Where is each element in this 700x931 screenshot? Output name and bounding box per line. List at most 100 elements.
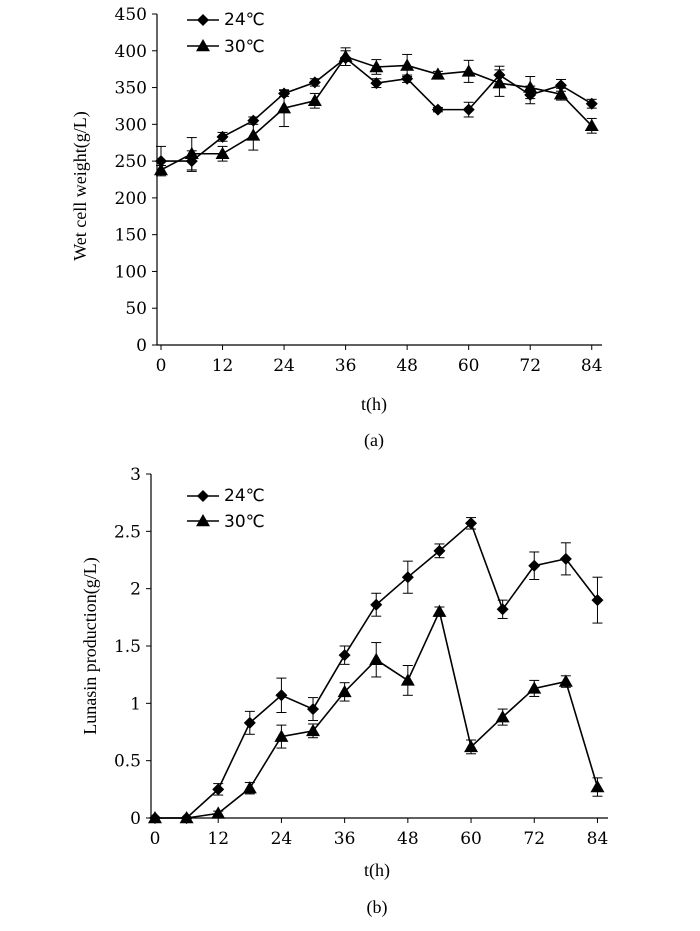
chart-a-y-tick-label: 300: [115, 115, 147, 135]
chart-b-y-tick-label: 2: [130, 580, 141, 600]
chart-a-point: [400, 58, 415, 71]
chart-a-point: [184, 146, 199, 160]
chart-a-series-0: [155, 50, 598, 177]
chart-a-legend-marker-0: [197, 14, 209, 26]
chart-b-point: [243, 716, 256, 729]
chart-a-point: [216, 130, 229, 143]
chart-a-wet-cell-weight: 0 50 100 150 200 250 300 350 400 450 0 12 24 36 48 60 72…: [70, 5, 603, 451]
chart-a-x-tick-label: 84: [581, 356, 603, 376]
chart-b-x-axis-label: t(h): [364, 860, 390, 881]
chart-a-point: [430, 67, 445, 80]
chart-b-y-tick-label: 1: [130, 694, 141, 714]
chart-b-x-tick-label: 24: [271, 829, 293, 849]
chart-b-lunasin-production: 0 0.5 1 1.5 2 2.5 3 0 12 24 36 48 60 72 84 24℃ 30℃ t(h…: [80, 465, 608, 918]
chart-a-x-tick-label: 36: [335, 356, 357, 376]
chart-b-legend-marker-0: [197, 490, 209, 502]
chart-a-legend-label-30: 30℃: [224, 37, 265, 57]
chart-b-legend-label-24: 24℃: [224, 486, 265, 506]
chart-a-x-tick-label: 12: [212, 356, 234, 376]
chart-b-point: [179, 811, 194, 824]
chart-a-point: [154, 162, 168, 176]
chart-b-legend-label-30: 30℃: [224, 512, 265, 532]
chart-a-y-tick-label: 450: [115, 5, 147, 25]
chart-b-point: [307, 703, 320, 716]
chart-a-point: [155, 155, 167, 168]
chart-a-y-tick-label: 200: [115, 189, 147, 209]
chart-b-point: [275, 689, 288, 702]
chart-a-y-tick-label: 150: [115, 226, 147, 246]
chart-a-legend: 24℃ 30℃: [187, 10, 265, 57]
chart-b-point: [432, 604, 447, 617]
chart-b-point: [433, 544, 446, 557]
chart-b-y-tick-label: 0.5: [114, 752, 141, 772]
chart-a-point: [215, 146, 230, 160]
chart-a-caption: (a): [364, 430, 384, 451]
chart-a-point: [461, 64, 476, 77]
chart-b-point: [558, 674, 573, 687]
chart-a-y-tick-label: 250: [115, 152, 147, 172]
chart-a-point: [246, 128, 261, 141]
chart-a-point: [523, 80, 538, 93]
chart-a-y-tick-label: 100: [115, 262, 147, 282]
chart-a-x-tick-label: 72: [519, 356, 541, 376]
chart-a-point: [369, 59, 384, 73]
chart-b-point: [369, 652, 384, 666]
chart-b-x-tick-label: 72: [523, 829, 545, 849]
chart-b-series-1: [148, 604, 605, 824]
chart-a-point: [370, 77, 383, 90]
chart-b-point: [370, 598, 383, 611]
chart-b-x-tick-label: 48: [397, 829, 419, 849]
chart-b-series-0: [149, 517, 604, 824]
chart-a-point: [401, 72, 414, 85]
chart-b-point: [401, 571, 414, 584]
chart-b-x-tick-label: 60: [460, 829, 482, 849]
chart-a-point: [431, 103, 444, 116]
chart-b-point: [338, 649, 351, 662]
chart-b-point: [465, 517, 478, 530]
chart-a-legend-label-24: 24℃: [224, 10, 265, 30]
chart-a-point: [553, 87, 568, 100]
chart-a-axes: 0 50 100 150 200 250 300 350 400 450 0 12 24 36 48 60 72…: [115, 5, 603, 376]
chart-b-point: [211, 806, 226, 819]
chart-b-point: [464, 739, 479, 753]
chart-b-legend: 24℃ 30℃: [187, 486, 265, 532]
chart-b-point: [274, 729, 289, 742]
chart-b-point: [559, 552, 572, 565]
chart-a-y-tick-label: 50: [125, 299, 147, 319]
chart-b-point: [495, 710, 510, 723]
chart-a-point: [492, 76, 507, 89]
chart-a-x-axis-label: t(h): [361, 394, 387, 415]
chart-a-y-tick-label: 400: [115, 42, 147, 62]
chart-a-point: [308, 76, 321, 89]
chart-b-y-tick-label: 2.5: [114, 522, 141, 542]
chart-b-x-tick-label: 84: [587, 829, 609, 849]
chart-b-axes: 0 0.5 1 1.5 2 2.5 3 0 12 24 36 48 60 72 84: [114, 465, 608, 849]
chart-a-series-1: [154, 47, 599, 176]
chart-b-marks: [148, 517, 605, 824]
chart-a-point: [307, 93, 322, 107]
chart-a-marks: [154, 47, 599, 177]
chart-b-point: [591, 594, 604, 607]
chart-b-x-tick-label: 36: [334, 829, 356, 849]
chart-b-point: [590, 780, 605, 793]
chart-b-point: [212, 783, 225, 796]
chart-a-y-tick-label: 0: [136, 336, 147, 356]
chart-b-point: [400, 673, 415, 686]
chart-a-legend-marker-1: [196, 39, 210, 52]
chart-a-x-tick-label: 48: [396, 356, 418, 376]
chart-a-y-axis-label: Wet cell weight(g/L): [70, 111, 91, 261]
chart-b-y-tick-label: 3: [130, 465, 141, 485]
chart-a-y-tick-label: 350: [115, 79, 147, 99]
chart-b-point: [496, 603, 509, 616]
chart-b-x-tick-label: 0: [150, 829, 161, 849]
chart-b-point: [306, 723, 321, 737]
chart-a-x-tick-label: 60: [458, 356, 480, 376]
chart-a-point: [584, 118, 599, 132]
chart-b-point: [148, 811, 162, 824]
chart-b-caption: (b): [367, 897, 388, 918]
chart-b-y-axis-label: Lunasin production(g/L): [80, 557, 101, 734]
chart-b-point: [527, 681, 542, 694]
chart-b-point: [337, 684, 352, 698]
chart-a-point: [338, 49, 353, 62]
chart-a-point: [277, 101, 292, 114]
